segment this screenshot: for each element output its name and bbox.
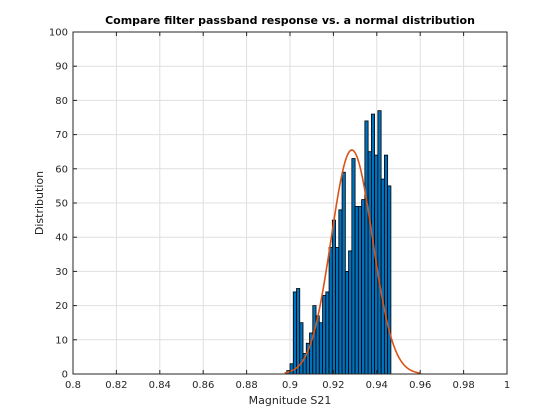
chart-title: Compare filter passband response vs. a n…: [105, 14, 475, 27]
histogram-bar: [318, 322, 323, 375]
histogram-bars: [286, 110, 392, 375]
histogram-bar: [344, 270, 349, 375]
normal-fit-curve: [284, 149, 421, 374]
histogram-bar: [383, 154, 389, 375]
x-tick-label: 0.98: [452, 380, 474, 391]
x-tick-label: 0.8: [65, 380, 81, 391]
histogram-bar: [377, 110, 382, 375]
normal-fit-curve-layer: [284, 149, 421, 374]
y-tick-label: 40: [55, 233, 68, 244]
histogram-bar: [357, 206, 363, 375]
y-tick-label: 20: [55, 301, 68, 312]
x-tick-label: 0.96: [409, 380, 431, 391]
histogram-bar: [312, 305, 317, 375]
histogram-bar: [341, 171, 346, 375]
x-tick-label: 0.84: [149, 380, 171, 391]
x-tick-label: 0.9: [282, 380, 298, 391]
x-tick-label: 0.86: [192, 380, 214, 391]
histogram-bar: [338, 209, 343, 375]
histogram-bar: [364, 120, 369, 375]
y-tick-label: 90: [55, 62, 68, 73]
histogram-bar: [361, 199, 366, 375]
histogram-bar: [380, 178, 385, 375]
axis-ticks: 0.8 0.82 0.84 0.86 0.88 0.9 0.92 0.94 0.96 0.98 10…: [49, 28, 510, 392]
histogram-bar: [325, 291, 330, 375]
x-axis-label: Magnitude S21: [249, 394, 332, 407]
y-axis-label: Distribution: [33, 171, 46, 235]
x-tick-label: 0.94: [366, 380, 388, 391]
x-tick-label: 0.82: [105, 380, 127, 391]
histogram-bar: [331, 219, 336, 375]
x-tick-label: 1: [504, 380, 510, 391]
histogram-bar: [299, 322, 304, 375]
y-tick-label: 50: [55, 199, 68, 210]
histogram-bar: [322, 294, 327, 375]
x-tick-label: 0.92: [322, 380, 344, 391]
histogram-bar: [292, 291, 297, 375]
histogram-bar: [351, 158, 356, 375]
y-tick-label: 80: [55, 96, 68, 107]
histogram-bar: [354, 206, 359, 375]
histogram-bar: [296, 288, 301, 375]
histogram-bar: [387, 185, 392, 375]
y-tick-label: 30: [55, 267, 68, 278]
y-tick-label: 0: [62, 370, 68, 381]
y-tick-label: 60: [55, 164, 68, 175]
histogram-bar: [335, 247, 340, 375]
histogram-bar: [367, 151, 372, 375]
y-tick-label: 70: [55, 130, 68, 141]
y-tick-label: 100: [49, 28, 68, 39]
histogram-bar: [348, 250, 353, 375]
histogram-bar: [328, 247, 333, 375]
grid: [72, 31, 508, 375]
x-tick-label: 0.88: [235, 380, 257, 391]
y-tick-label: 10: [55, 335, 68, 346]
